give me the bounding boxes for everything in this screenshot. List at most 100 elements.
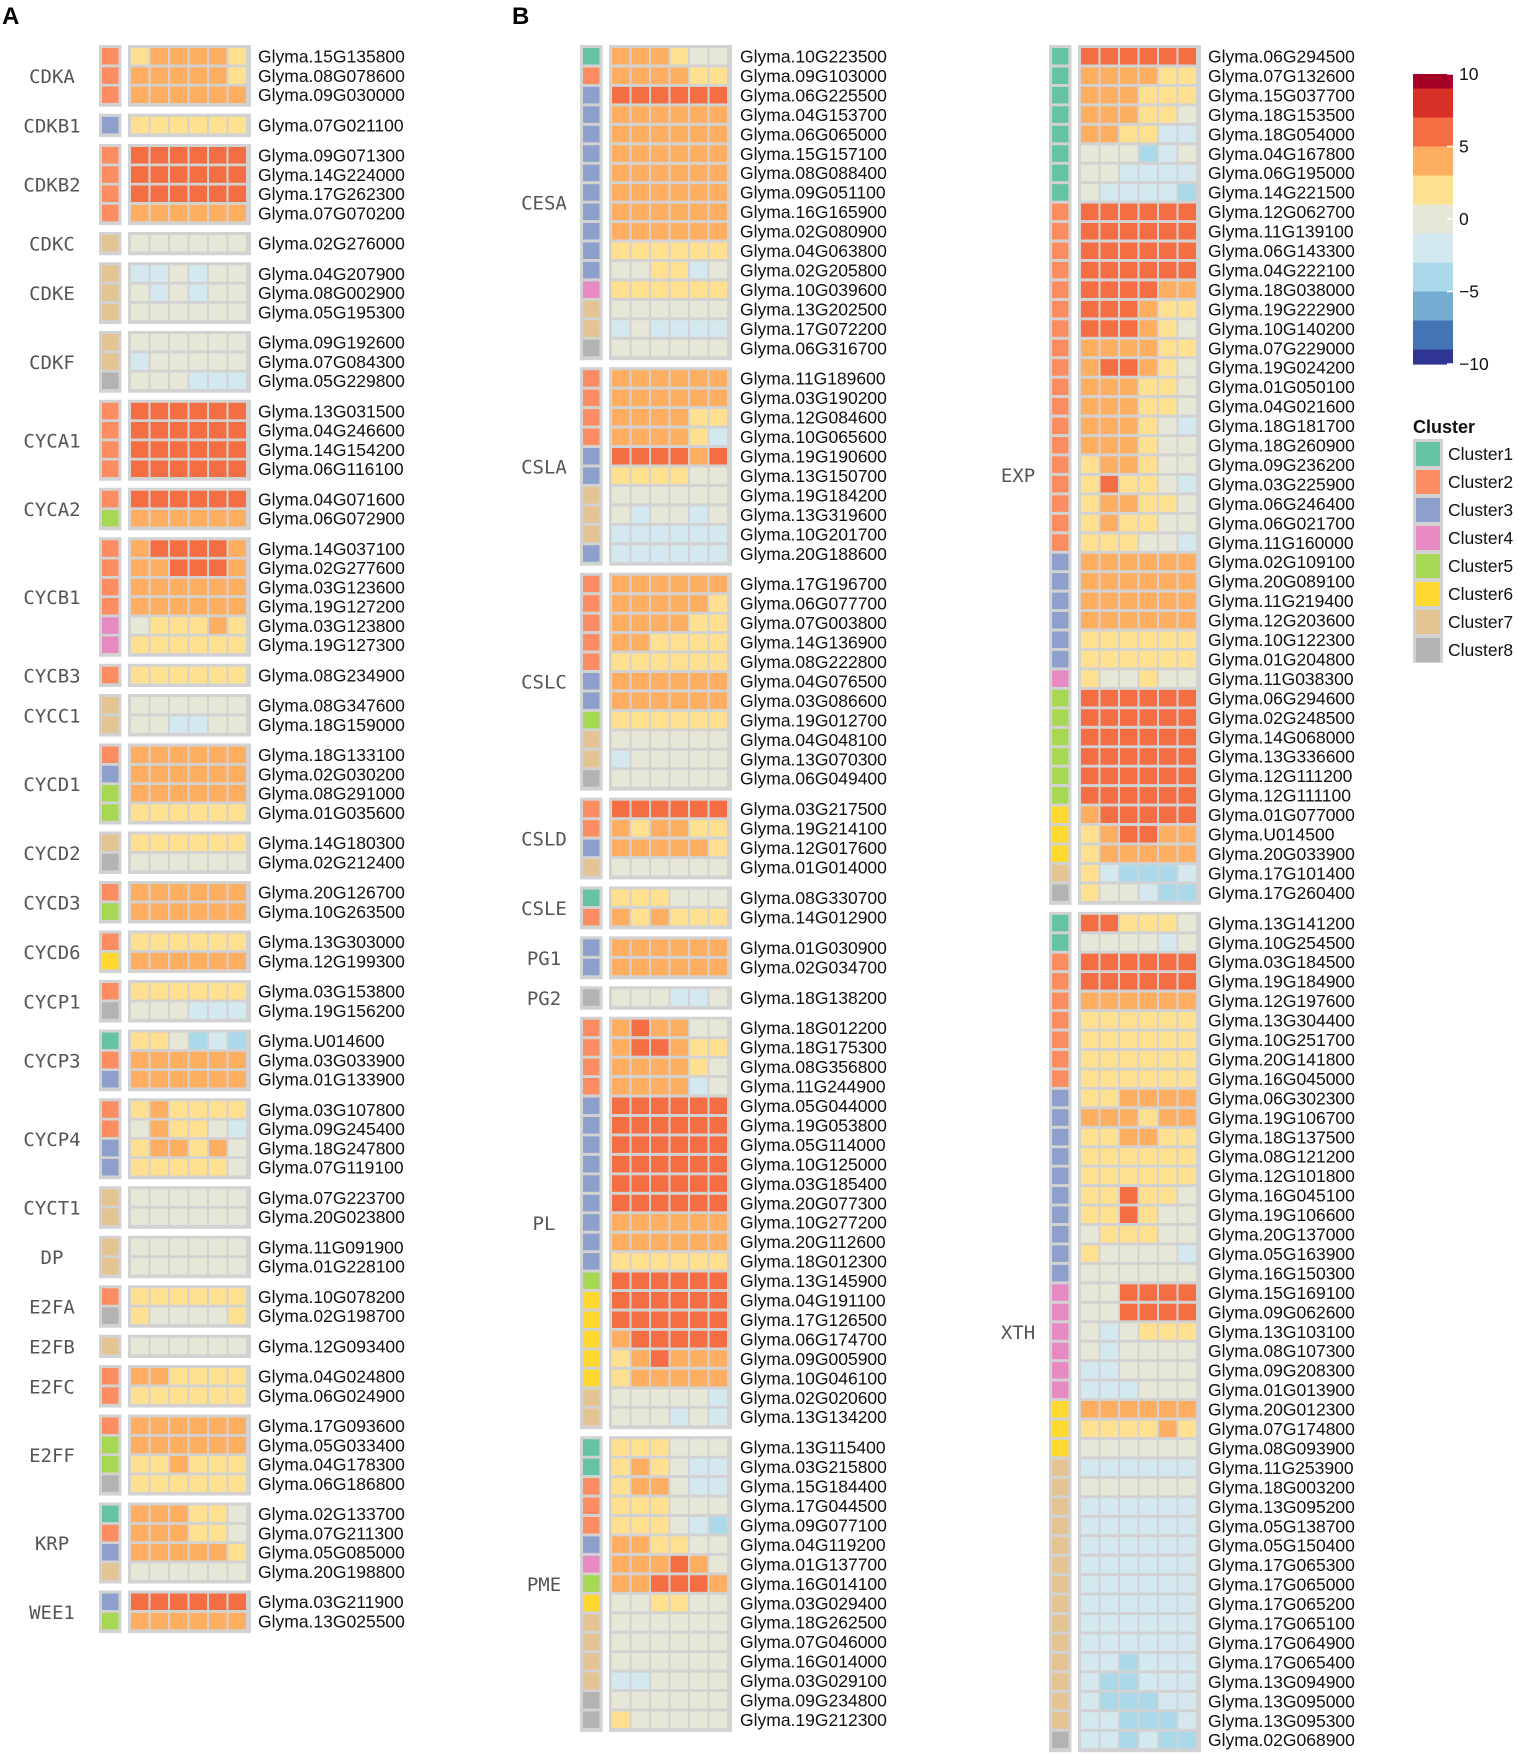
heatmap-cell bbox=[131, 1071, 149, 1088]
heatmap-cell bbox=[150, 598, 168, 615]
heatmap-cell bbox=[1159, 689, 1177, 707]
heatmap-cell bbox=[1100, 1556, 1118, 1574]
gene-label: Glyma.13G095300 bbox=[1208, 1711, 1355, 1731]
heatmap-cell bbox=[170, 1612, 188, 1630]
heatmap-cell bbox=[670, 1478, 688, 1495]
color-scale-step bbox=[1413, 175, 1453, 184]
cluster-square bbox=[583, 1575, 600, 1592]
heatmap-cell bbox=[1120, 1517, 1138, 1535]
gene-label: Glyma.02G068900 bbox=[1208, 1730, 1355, 1750]
heatmap-cell bbox=[651, 164, 669, 182]
heatmap-cell bbox=[612, 506, 630, 523]
heatmap-cell bbox=[631, 575, 649, 593]
heatmap-cell bbox=[690, 389, 708, 407]
heatmap-cell bbox=[651, 370, 669, 387]
heatmap-cell bbox=[1159, 145, 1177, 162]
gene-label: Glyma.16G014100 bbox=[740, 1574, 887, 1594]
heatmap-cell bbox=[631, 409, 649, 426]
heatmap-cell bbox=[1120, 914, 1138, 932]
color-scale-step bbox=[1413, 313, 1453, 322]
heatmap-cell bbox=[1100, 1712, 1118, 1729]
family-label: PG1 bbox=[527, 948, 561, 970]
heatmap-cell bbox=[1081, 514, 1099, 532]
heatmap-cell bbox=[1120, 864, 1138, 882]
heatmap-cell bbox=[709, 889, 727, 906]
heatmap-cell bbox=[1178, 992, 1196, 1010]
heatmap-cell bbox=[690, 692, 708, 709]
gene-label: Glyma.13G150700 bbox=[740, 466, 887, 486]
heatmap-cell bbox=[1100, 359, 1118, 376]
heatmap-cell bbox=[1120, 145, 1138, 162]
heatmap-cell bbox=[612, 545, 630, 562]
heatmap-cell bbox=[170, 1002, 188, 1019]
heatmap-cell bbox=[690, 506, 708, 523]
heatmap-cell bbox=[1139, 359, 1157, 376]
heatmap-cell bbox=[131, 441, 149, 458]
heatmap-cell bbox=[670, 908, 688, 926]
gene-label: Glyma.10G254500 bbox=[1208, 933, 1355, 953]
heatmap-cell bbox=[631, 1408, 649, 1426]
gene-label: Glyma.20G126700 bbox=[258, 883, 405, 903]
gene-label: Glyma.08G347600 bbox=[258, 696, 405, 716]
heatmap-cell bbox=[1120, 1264, 1138, 1282]
cluster-square bbox=[583, 300, 600, 318]
cluster-square bbox=[583, 67, 600, 84]
heatmap-cell bbox=[228, 1288, 246, 1305]
heatmap-cell bbox=[709, 125, 727, 143]
heatmap-cell bbox=[612, 908, 630, 926]
heatmap-cell bbox=[228, 265, 246, 282]
cluster-square bbox=[1052, 1128, 1069, 1146]
cluster-square bbox=[1052, 164, 1069, 182]
heatmap-cell bbox=[150, 666, 168, 684]
gene-label: Glyma.13G336600 bbox=[1208, 747, 1355, 767]
heatmap-cell bbox=[131, 1101, 149, 1118]
cluster-square bbox=[102, 490, 119, 508]
heatmap-cell bbox=[1139, 437, 1157, 454]
heatmap-cell bbox=[690, 1330, 708, 1348]
heatmap-cell bbox=[651, 203, 669, 221]
heatmap-cell bbox=[1081, 242, 1099, 259]
heatmap-cell bbox=[651, 1233, 669, 1251]
heatmap-cell bbox=[709, 1350, 727, 1367]
gene-label: Glyma.01G204800 bbox=[1208, 649, 1355, 669]
color-scale-step bbox=[1413, 284, 1453, 293]
heatmap-cell bbox=[690, 145, 708, 162]
heatmap-cell bbox=[1081, 261, 1099, 279]
cluster-square bbox=[102, 1563, 119, 1580]
heatmap-cell bbox=[651, 223, 669, 240]
color-scale-step bbox=[1413, 197, 1453, 206]
heatmap-cell bbox=[670, 692, 688, 709]
heatmap-cell bbox=[1139, 242, 1157, 259]
heatmap-cell bbox=[670, 184, 688, 201]
heatmap-cell bbox=[1081, 845, 1099, 862]
gene-label: Glyma.18G175300 bbox=[740, 1038, 887, 1058]
heatmap-cell bbox=[631, 1575, 649, 1592]
heatmap-cell bbox=[150, 578, 168, 596]
heatmap-cell bbox=[1081, 359, 1099, 376]
cluster-square bbox=[1052, 826, 1069, 843]
heatmap-cell bbox=[709, 1369, 727, 1387]
heatmap-cell bbox=[670, 428, 688, 445]
gene-label: Glyma.16G150300 bbox=[1208, 1263, 1355, 1283]
heatmap-cell bbox=[1081, 475, 1099, 493]
heatmap-cell bbox=[709, 1272, 727, 1289]
heatmap-cell bbox=[209, 1563, 227, 1580]
gene-label: Glyma.04G191100 bbox=[740, 1291, 886, 1311]
gene-label: Glyma.10G046100 bbox=[740, 1368, 887, 1388]
heatmap-cell bbox=[1139, 1537, 1157, 1554]
heatmap-cell bbox=[651, 1155, 669, 1173]
cluster-square bbox=[1052, 1245, 1069, 1262]
heatmap-cell bbox=[228, 460, 246, 477]
color-scale-step bbox=[1413, 110, 1453, 119]
heatmap-cell bbox=[651, 750, 669, 768]
gene-label: Glyma.20G089100 bbox=[1208, 572, 1355, 592]
family-label: E2FA bbox=[29, 1297, 75, 1319]
heatmap-cell bbox=[690, 223, 708, 240]
heatmap-cell bbox=[189, 1101, 207, 1118]
heatmap-cell bbox=[612, 1097, 630, 1114]
gene-label: Glyma.07G070200 bbox=[258, 203, 405, 223]
heatmap-cell bbox=[612, 1517, 630, 1534]
heatmap-cell bbox=[1159, 592, 1177, 610]
heatmap-cell bbox=[1081, 1070, 1099, 1087]
heatmap-cell bbox=[612, 300, 630, 318]
